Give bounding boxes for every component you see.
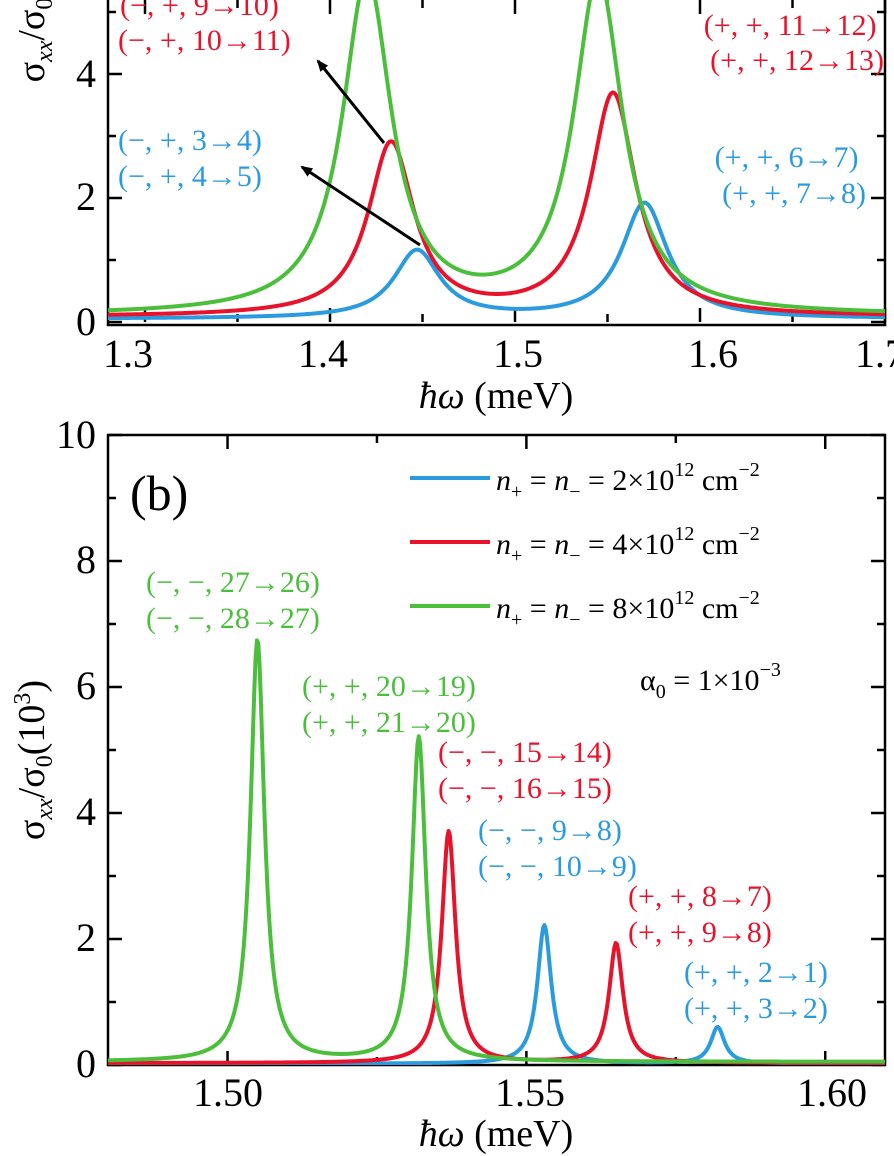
b-annotation-red-1: (−, −, 15→14) (−, −, 16→15) <box>438 736 619 805</box>
b-xtick-label: 1.50 <box>193 1070 263 1115</box>
legend-label-red: n+ = n− = 4×1012 cm−2 <box>496 523 760 567</box>
b-xtick-label: 1.60 <box>797 1070 867 1115</box>
a-annotation-red-left: (−, +, 9→10) (−, +, 10→11) <box>118 0 291 57</box>
panel-b: (b) 1.50 1.55 1.60 0 2 4 6 8 10 ħω (meV)… <box>10 412 887 1155</box>
b-annotation-red-2: (+, +, 8→7) (+, +, 9→8) <box>628 880 779 949</box>
b-ytick-label: 6 <box>76 663 96 708</box>
a-xtick-label: 1.6 <box>688 331 738 376</box>
legend-label-green: n+ = n− = 8×1012 cm−2 <box>496 587 760 631</box>
panel-b-curves <box>108 638 886 1065</box>
b-annotation-green-1: (−, −, 27→26) (−, −, 28→27) <box>146 566 327 635</box>
a-xlabel: ħω (meV) <box>419 375 574 417</box>
panel-a-frame <box>106 0 887 327</box>
series-line-red <box>108 90 886 317</box>
a-arrow-blue <box>300 165 421 247</box>
series-line-blue <box>108 200 886 321</box>
b-xlabel: ħω (meV) <box>419 1113 574 1155</box>
b-ytick-label: 2 <box>76 915 96 960</box>
panel-a: 1.3 1.4 1.5 1.6 1.7 0 2 4 ħω (meV) σxx/σ… <box>11 0 894 417</box>
b-ylabel: σxx/σ0(103) <box>10 680 58 840</box>
a-annotation-blue-right: (+, +, 6→7) (+, +, 7→8) <box>715 141 866 210</box>
b-ytick-label: 8 <box>76 537 96 582</box>
a-ytick-label: 4 <box>76 51 96 96</box>
a-xtick-label: 1.3 <box>103 331 153 376</box>
panel-b-label: (b) <box>130 465 188 521</box>
alpha-label: α0 = 1×10−3 <box>640 659 781 703</box>
a-xtick-label: 1.4 <box>298 331 348 376</box>
a-arrow-red <box>316 59 386 144</box>
a-ylabel: σxx/σ0 <box>11 0 58 82</box>
series-line-green <box>108 638 886 1064</box>
b-annotation-blue-1: (−, −, 9→8) (−, −, 10→9) <box>478 814 637 883</box>
a-xtick-label: 1.5 <box>493 331 543 376</box>
b-ytick-label: 4 <box>76 789 96 834</box>
b-annotation-green-2: (+, +, 20→19) (+, +, 21→20) <box>302 670 483 739</box>
a-annotation-blue-left: (−, +, 3→4) (−, +, 4→5) <box>118 124 269 193</box>
series-line-green <box>108 0 886 314</box>
a-annotation-red-right: (+, +, 11→12) (+, +, 12→13) <box>704 9 884 77</box>
b-ytick-label: 10 <box>56 412 96 457</box>
panel-a-curves <box>108 0 886 321</box>
b-ytick-label: 0 <box>76 1041 96 1086</box>
b-annotation-blue-2: (+, +, 2→1) (+, +, 3→2) <box>684 956 835 1025</box>
legend-label-blue: n+ = n− = 2×1012 cm−2 <box>496 459 760 503</box>
legend: n+ = n− = 2×1012 cm−2 n+ = n− = 4×1012 c… <box>410 459 781 703</box>
a-ytick-label: 0 <box>76 299 96 344</box>
a-xtick-label: 1.7 <box>855 331 894 376</box>
b-xtick-label: 1.55 <box>495 1070 565 1115</box>
a-ytick-label: 2 <box>76 174 96 219</box>
